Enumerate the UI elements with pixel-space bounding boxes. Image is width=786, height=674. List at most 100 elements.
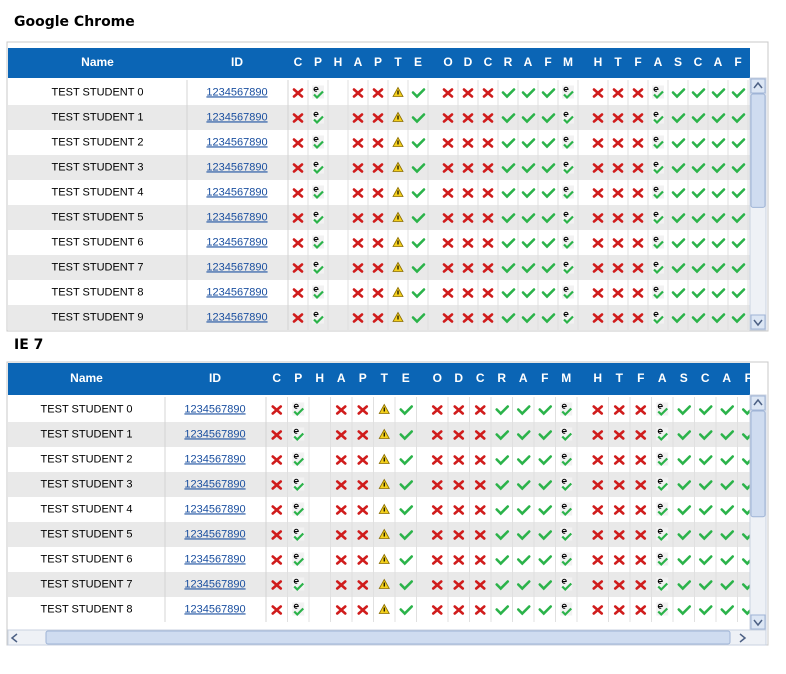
- check-icon: [501, 163, 516, 174]
- check-icon: [741, 558, 750, 566]
- warning-mark: [397, 315, 399, 320]
- exempt-check: [657, 607, 669, 617]
- fail-icon: [431, 580, 443, 590]
- exempt-e: [293, 578, 299, 584]
- fail-icon: [453, 505, 465, 515]
- student-name: TEST STUDENT 2: [41, 453, 133, 465]
- student-id-link[interactable]: 1234567890: [184, 528, 245, 540]
- header-letter: A: [524, 55, 533, 69]
- student-id-link[interactable]: 1234567890: [206, 186, 267, 198]
- warning-mark: [397, 240, 399, 245]
- check-icon: [671, 138, 686, 149]
- student-id-link[interactable]: 1234567890: [184, 478, 245, 490]
- exempt-e: [561, 478, 567, 484]
- check-icon: [411, 88, 426, 99]
- exempt-e: [313, 311, 319, 317]
- student-id-link[interactable]: 1234567890: [206, 161, 267, 173]
- fail-icon: [442, 238, 454, 248]
- warning-mark: [383, 607, 385, 612]
- check-icon: [731, 113, 746, 124]
- fail-icon: [474, 505, 486, 515]
- exempt-check: [293, 482, 305, 492]
- v-scroll-up[interactable]: [750, 395, 766, 411]
- warning-mark: [383, 457, 385, 462]
- student-id-link[interactable]: 1234567890: [206, 111, 267, 123]
- check-icon: [538, 405, 553, 416]
- row-bg: [8, 422, 750, 447]
- student-id-link[interactable]: 1234567890: [184, 578, 245, 590]
- student-id-link[interactable]: 1234567890: [206, 136, 267, 148]
- check-icon: [541, 163, 556, 174]
- student-id-link[interactable]: 1234567890: [206, 286, 267, 298]
- check-icon: [671, 288, 686, 299]
- student-name: TEST STUDENT 3: [41, 478, 133, 490]
- exempt-e: [293, 528, 299, 534]
- check-icon: [411, 138, 426, 149]
- student-id-link[interactable]: 1234567890: [184, 553, 245, 565]
- check-icon: [501, 313, 516, 324]
- fail-icon: [431, 605, 443, 615]
- exempt-e: [657, 403, 663, 409]
- exempt-e: [563, 286, 569, 292]
- fail-icon: [292, 113, 304, 123]
- v-scroll-thumb[interactable]: [750, 410, 766, 518]
- check-icon: [501, 263, 516, 274]
- exempt-e: [653, 161, 659, 167]
- fail-icon: [592, 313, 604, 323]
- fail-icon: [592, 188, 604, 198]
- check-icon: [516, 605, 531, 616]
- student-id-link[interactable]: 1234567890: [184, 453, 245, 465]
- fail-icon: [592, 530, 604, 540]
- student-id-link[interactable]: 1234567890: [184, 403, 245, 415]
- warning-mark: [383, 432, 385, 437]
- warning-mark: [383, 557, 385, 562]
- fail-icon: [431, 405, 443, 415]
- v-scroll-down[interactable]: [750, 614, 766, 630]
- header-letter: E: [402, 371, 410, 385]
- header-letter: S: [674, 55, 682, 69]
- check-icon: [671, 188, 686, 199]
- exempt-check: [293, 432, 305, 442]
- student-id-link[interactable]: 1234567890: [206, 311, 267, 323]
- student-id-link[interactable]: 1234567890: [184, 503, 245, 515]
- fail-icon: [372, 238, 384, 248]
- v-scroll-up[interactable]: [750, 78, 766, 94]
- check-icon: [698, 555, 713, 566]
- fail-icon: [442, 138, 454, 148]
- arrow: [739, 633, 747, 643]
- check-icon: [541, 188, 556, 199]
- fail-icon: [292, 313, 304, 323]
- fail-icon: [612, 163, 624, 173]
- fail-icon: [474, 580, 486, 590]
- student-id-link[interactable]: 1234567890: [206, 236, 267, 248]
- fail-icon: [372, 263, 384, 273]
- student-id-link[interactable]: 1234567890: [184, 603, 245, 615]
- check-icon: [698, 405, 713, 416]
- warning-mark: [383, 482, 385, 487]
- check-icon: [711, 263, 726, 274]
- header-name: Name: [81, 55, 114, 69]
- student-id-link[interactable]: 1234567890: [206, 86, 267, 98]
- fail-icon: [462, 188, 474, 198]
- student-id-link[interactable]: 1234567890: [184, 428, 245, 440]
- v-scroll-down[interactable]: [750, 314, 766, 330]
- header-id: ID: [231, 55, 243, 69]
- fail-icon: [292, 188, 304, 198]
- arrow: [753, 619, 763, 627]
- fail-icon: [357, 480, 369, 490]
- check-icon: [399, 455, 414, 466]
- check-icon: [411, 263, 426, 274]
- student-id-link[interactable]: 1234567890: [206, 261, 267, 273]
- warning-mark: [383, 532, 385, 537]
- exempt-check: [563, 190, 574, 200]
- row-bg: [8, 572, 750, 597]
- check-icon: [731, 88, 746, 99]
- v-scroll-thumb[interactable]: [750, 93, 766, 208]
- fail-icon: [592, 605, 604, 615]
- check-icon: [538, 455, 553, 466]
- student-id-link[interactable]: 1234567890: [206, 211, 267, 223]
- fail-icon: [453, 430, 465, 440]
- check-icon: [720, 530, 735, 541]
- h-scroll-thumb[interactable]: [45, 630, 731, 645]
- browser-title: Google Chrome: [14, 14, 135, 30]
